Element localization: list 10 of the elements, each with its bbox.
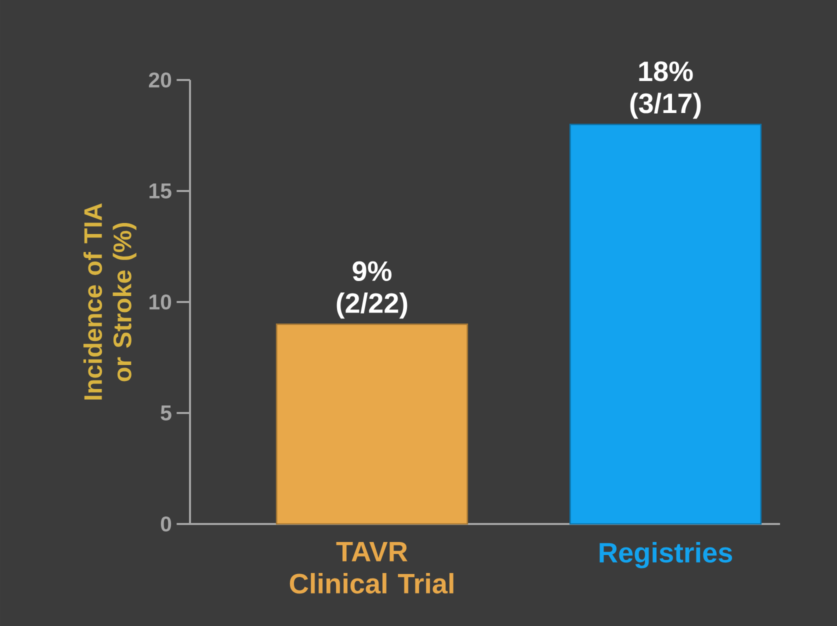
x-tick-label: TAVR Clinical Trial (290, 542, 454, 594)
y-tick-label: 5 (160, 406, 172, 420)
data-label: 18% (3/17) (630, 61, 701, 119)
y-tick-label: 15 (150, 184, 172, 198)
y-axis-title: Incidence of TIA or Stroke (%) (83, 203, 136, 400)
y-tick-label: 10 (150, 294, 172, 310)
data-label: 9% (2/22) (336, 261, 408, 319)
y-tick-label: 0 (160, 516, 172, 532)
x-tick-label: Registries (600, 542, 732, 568)
y-tick-label: 20 (148, 72, 172, 88)
